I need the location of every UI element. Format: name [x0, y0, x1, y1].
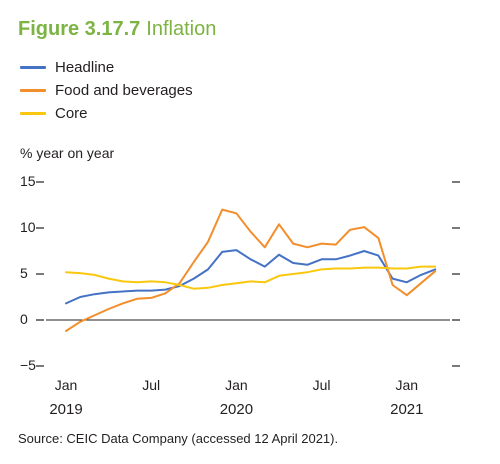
legend-label-core: Core	[55, 105, 88, 122]
legend-item-food: Food and beverages	[20, 79, 193, 102]
figure-title: Figure 3.17.7 Inflation	[18, 18, 216, 41]
legend: Headline Food and beverages Core	[20, 56, 193, 125]
figure-name: Inflation	[146, 18, 217, 40]
x-tick-label: Jul	[313, 377, 331, 393]
legend-swatch-core	[20, 112, 46, 115]
series-line-headline	[65, 249, 437, 305]
x-tick-label: Jan	[55, 377, 78, 393]
x-tick-label: Jan	[396, 377, 419, 393]
y-tick-label: −5	[20, 357, 36, 373]
series-line-food-and-beverages	[65, 208, 437, 332]
y-tick-label: 5	[20, 265, 28, 281]
x-tick-year: 2020	[220, 401, 253, 418]
x-tick-label: Jan	[225, 377, 248, 393]
legend-item-headline: Headline	[20, 56, 193, 79]
x-tick-year: 2019	[49, 401, 82, 418]
series-line-core	[65, 265, 437, 290]
x-tick-label: Jul	[142, 377, 160, 393]
legend-label-headline: Headline	[55, 59, 115, 76]
legend-swatch-food	[20, 89, 46, 92]
legend-swatch-headline	[20, 66, 46, 69]
y-tick-label: 15	[20, 173, 36, 189]
source-note: Source: CEIC Data Company (accessed 12 A…	[18, 431, 339, 446]
legend-label-food: Food and beverages	[55, 82, 193, 99]
x-tick-year: 2021	[390, 401, 423, 418]
legend-item-core: Core	[20, 102, 193, 125]
y-axis-label: % year on year	[20, 145, 115, 161]
y-tick-label: 10	[20, 219, 36, 235]
y-tick-label: 0	[20, 311, 28, 327]
figure-number: Figure 3.17.7	[18, 18, 141, 40]
